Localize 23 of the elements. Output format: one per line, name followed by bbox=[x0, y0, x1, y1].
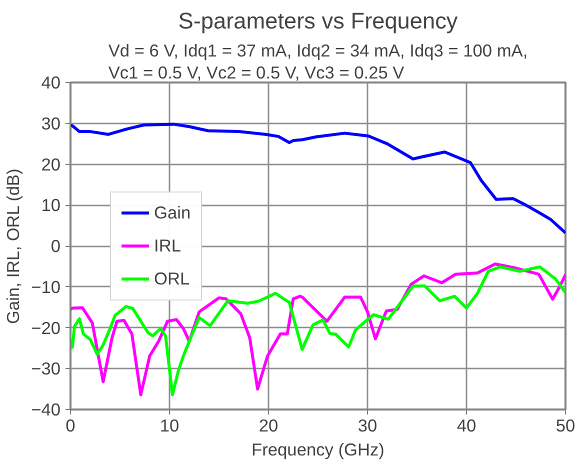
x-tick-label: 0 bbox=[66, 416, 76, 436]
y-tick-label: −40 bbox=[31, 400, 61, 420]
y-tick-label: 20 bbox=[41, 154, 61, 174]
chart-title: S-parameters vs Frequency bbox=[178, 8, 458, 34]
y-tick-label: 30 bbox=[41, 113, 61, 134]
x-tick-label: 40 bbox=[456, 416, 476, 436]
legend-label: IRL bbox=[154, 235, 181, 256]
x-tick-label: 30 bbox=[358, 416, 378, 436]
y-tick-label: 0 bbox=[50, 236, 61, 256]
y-tick-label: −30 bbox=[31, 358, 61, 379]
y-tick-label: 40 bbox=[41, 72, 61, 92]
legend-label: ORL bbox=[154, 268, 190, 289]
x-tick-label: 10 bbox=[160, 416, 180, 436]
y-axis-title: Gain, IRL, ORL (dB) bbox=[3, 168, 24, 324]
y-tick-label: −10 bbox=[31, 276, 61, 297]
y-tick-label: −20 bbox=[31, 318, 61, 338]
legend-label: Gain bbox=[154, 202, 191, 223]
x-axis-title: Frequency (GHz) bbox=[252, 440, 384, 460]
line-series bbox=[70, 122, 566, 234]
chart-subtitle: Vd = 6 V, Idq1 = 37 mA, Idq2 = 34 mA, Idq3 = 100 mA, Vc1 = 0.5 V, Vc2 = 0.5 V, Vc3 = 0.25 V bbox=[108, 40, 528, 82]
x-tick-label: 50 bbox=[556, 416, 576, 436]
x-tick-label: 20 bbox=[258, 416, 278, 436]
y-tick-label: 10 bbox=[41, 195, 61, 216]
